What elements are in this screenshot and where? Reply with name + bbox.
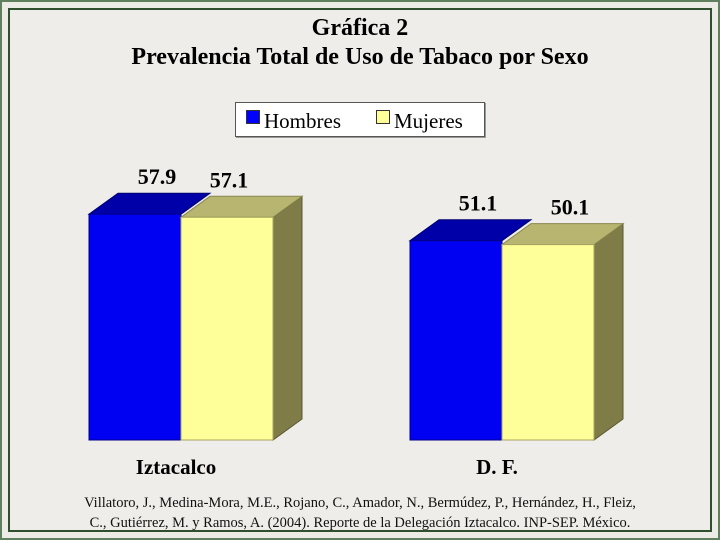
bar-hombres-iztacalco-front [88,213,182,441]
source-line-2: C., Gutiérrez, M. y Ramos, A. (2004). Re… [89,515,631,531]
legend-label-hombres: Hombres [264,109,341,133]
legend-swatch-hombres [246,110,260,124]
bar-mujeres-df-front [501,244,595,441]
data-label-mujeres-iztacalco: 57.1 [210,167,249,192]
chart-title-line-2: Prevalencia Total de Uso de Tabaco por S… [131,44,589,70]
source-line-1: Villatoro, J., Medina-Mora, M.E., Rojano… [84,495,636,511]
bar-mujeres-iztacalco-side [272,195,303,441]
source-citation: Villatoro, J., Medina-Mora, M.E., Rojano… [20,493,700,533]
legend-label-mujeres: Mujeres [394,109,463,133]
chart-title: Gráfica 2 Prevalencia Total de Uso de Ta… [0,14,720,72]
bar-mujeres-iztacalco-front [180,216,274,441]
category-label-iztacalco: Iztacalco [136,455,216,479]
chart-title-line-1: Gráfica 2 [311,15,409,41]
legend: Hombres Mujeres [235,102,485,137]
data-label-hombres-iztacalco: 57.9 [138,164,177,189]
bar-chart: 57.9 57.1 Iztacalco 51.1 50.1 D. F. [87,164,625,479]
legend-swatch-mujeres [376,110,390,124]
bar-mujeres-df-side [593,222,624,441]
category-label-df: D. F. [476,455,518,479]
data-label-hombres-df: 51.1 [459,191,498,216]
bar-hombres-df-front [409,240,503,441]
data-label-mujeres-df: 50.1 [551,195,590,220]
